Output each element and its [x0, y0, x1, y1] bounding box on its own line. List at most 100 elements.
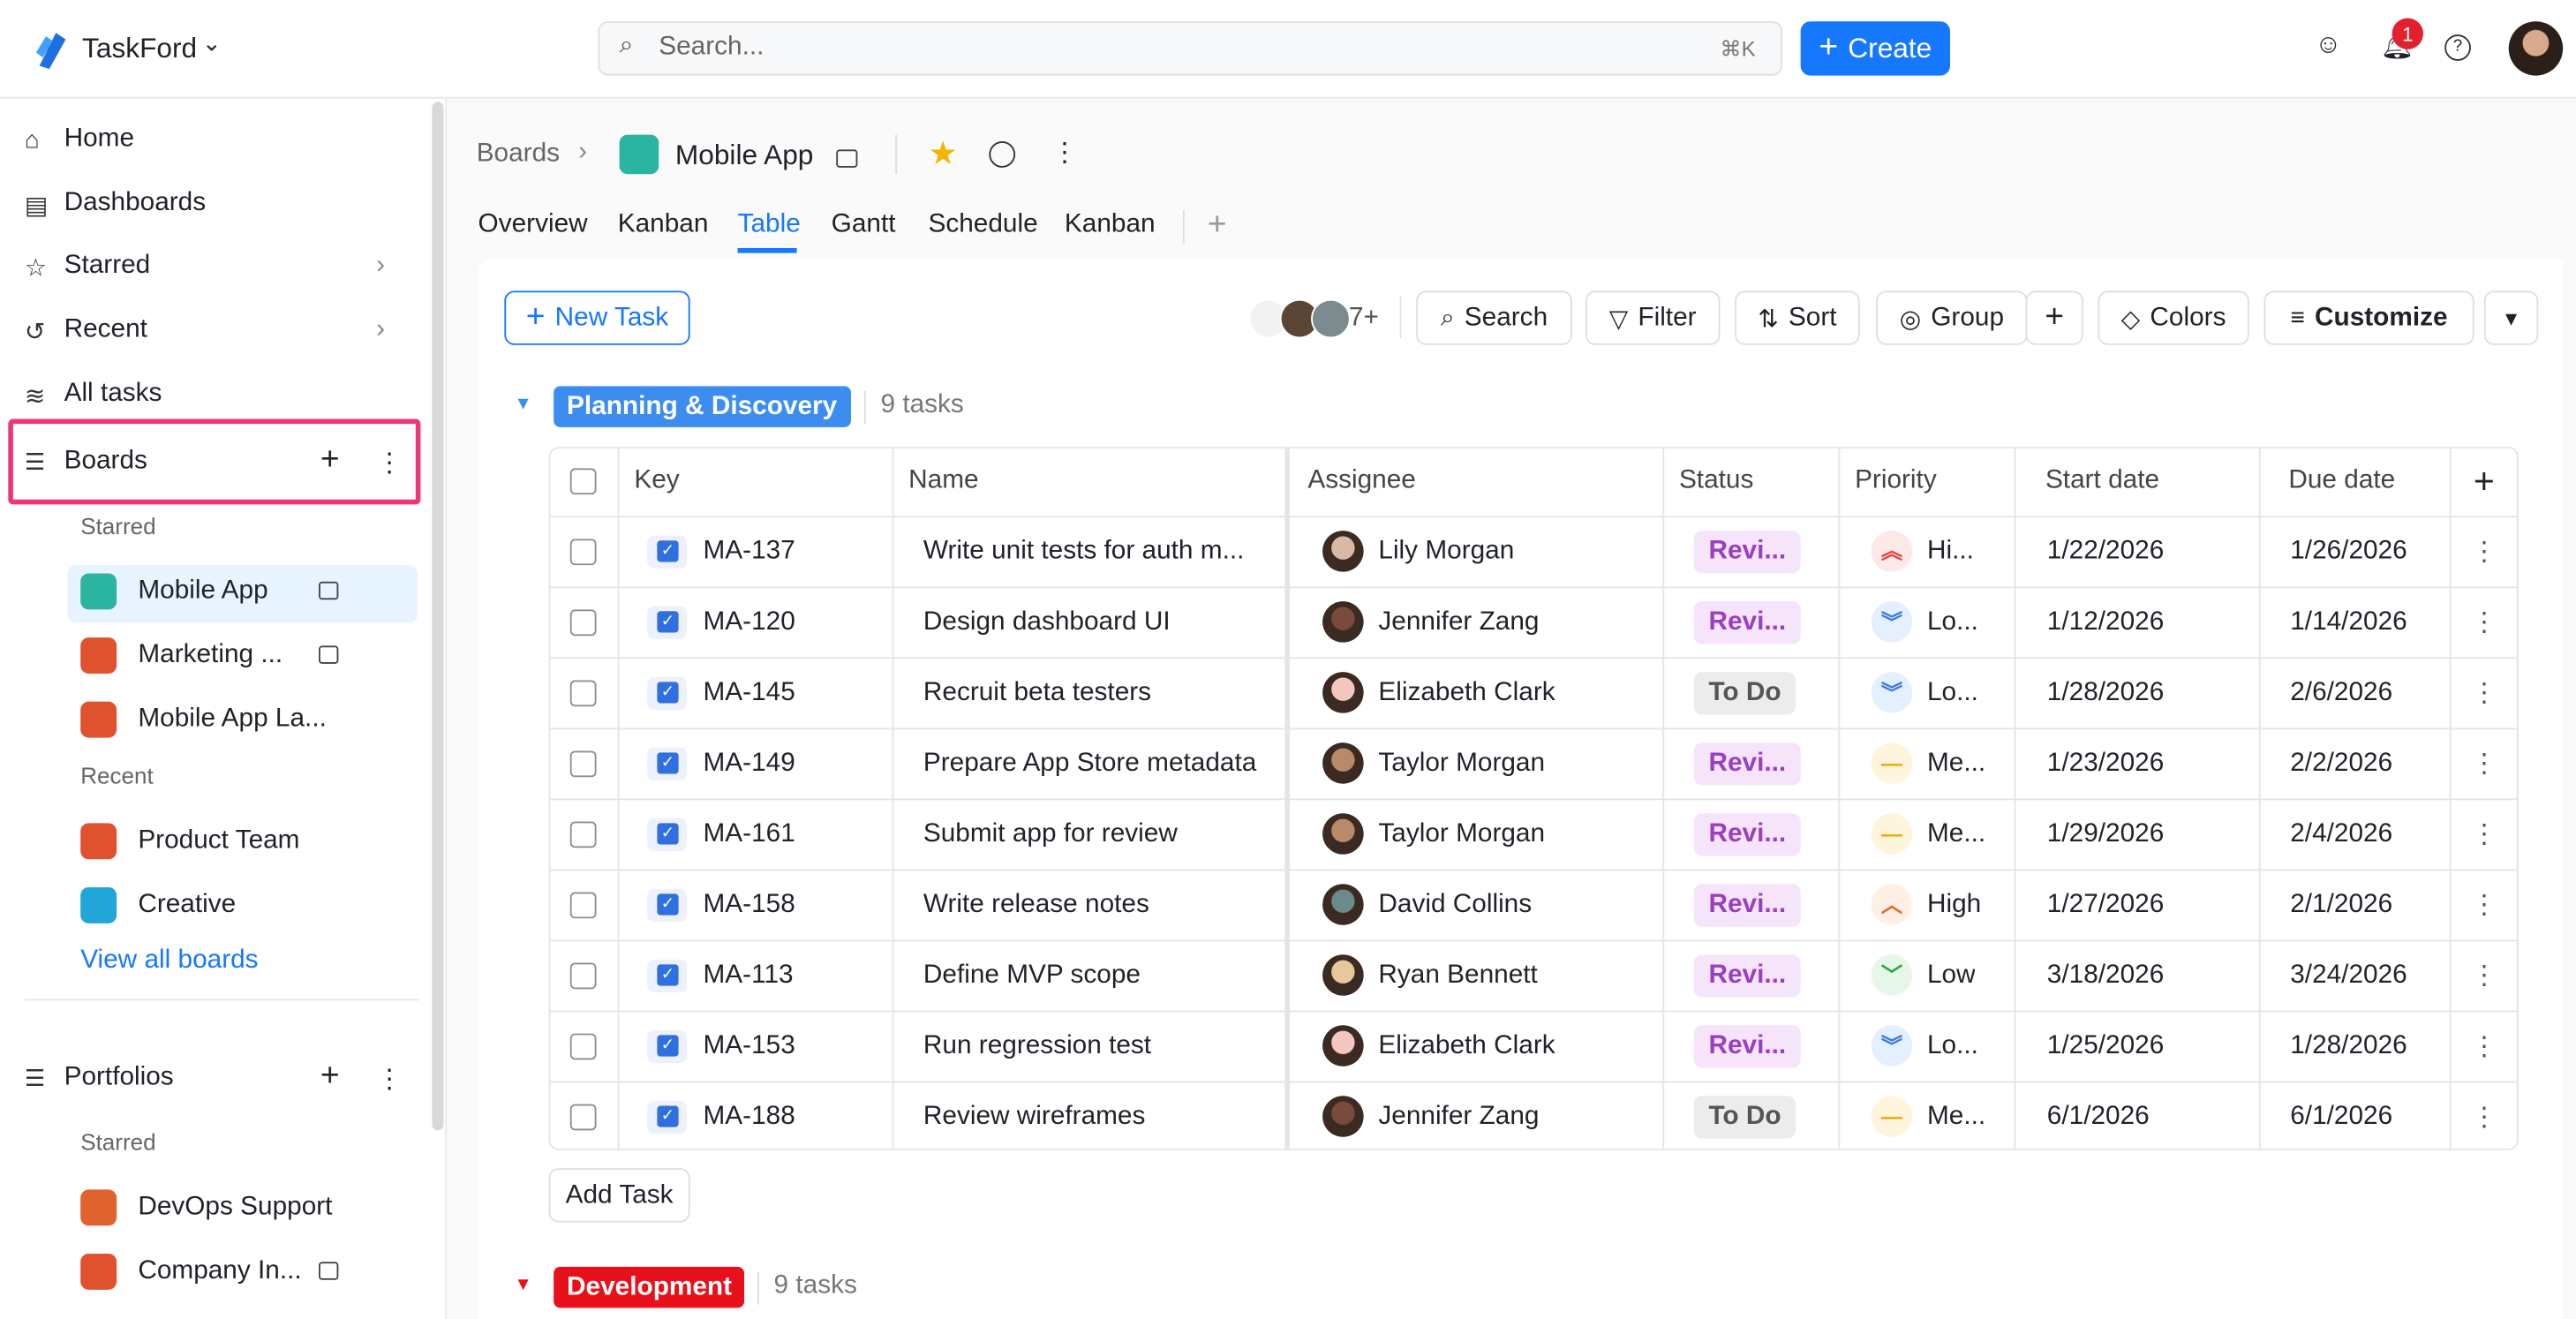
assignee[interactable]: Jennifer Zang — [1378, 607, 1540, 636]
status[interactable]: Revi... — [1693, 531, 1801, 574]
checkbox[interactable] — [569, 891, 597, 918]
column-header[interactable]: Start date — [2045, 466, 2160, 495]
start-date[interactable]: 6/1/2026 — [2046, 1101, 2150, 1130]
star-icon[interactable]: ★ — [928, 136, 958, 173]
checkbox[interactable] — [569, 1032, 597, 1059]
priority[interactable]: Lo... — [1926, 1030, 1978, 1059]
key[interactable]: MA-113 — [703, 960, 794, 989]
members-more[interactable]: 7+ — [1348, 304, 1379, 332]
group-toggle[interactable]: ▼ — [514, 394, 532, 414]
row-menu[interactable]: ⋮ — [2470, 538, 2497, 567]
priority[interactable]: Hi... — [1926, 536, 1974, 565]
more-icon[interactable]: ⋮ — [1051, 139, 1078, 168]
column-header[interactable]: Key — [634, 466, 680, 495]
toolbar-button[interactable]: ◇ Colors — [2098, 290, 2249, 345]
checkbox[interactable] — [569, 1103, 597, 1130]
assignee[interactable]: Ryan Bennett — [1378, 960, 1538, 989]
checkbox[interactable] — [569, 538, 597, 565]
assignee[interactable]: Taylor Morgan — [1378, 748, 1546, 777]
start-date[interactable]: 1/29/2026 — [2046, 818, 2165, 848]
key[interactable]: MA-149 — [703, 748, 795, 777]
status[interactable]: Revi... — [1693, 1025, 1801, 1068]
invite-icon[interactable]: ☺ — [2315, 31, 2342, 59]
board-item[interactable]: Product Team — [138, 826, 300, 855]
column-header[interactable]: Name — [908, 466, 979, 495]
search-box[interactable] — [598, 21, 1783, 76]
user-avatar[interactable] — [2508, 21, 2564, 76]
key[interactable]: MA-153 — [703, 1030, 795, 1059]
add-task-button[interactable]: Add Task — [548, 1168, 690, 1223]
name[interactable]: Run regression test — [923, 1030, 1152, 1059]
new-task-button[interactable]: + New Task — [504, 290, 690, 345]
start-date[interactable]: 1/27/2026 — [2046, 889, 2165, 918]
row-menu[interactable]: ⋮ — [2470, 961, 2497, 991]
name[interactable]: Prepare App Store metadata — [923, 748, 1257, 777]
start-date[interactable]: 1/22/2026 — [2046, 536, 2165, 565]
view-all[interactable]: View all boards — [80, 946, 259, 975]
watch-icon[interactable] — [989, 141, 1016, 168]
board-item[interactable]: Company In... — [138, 1256, 302, 1285]
due-date[interactable]: 3/24/2026 — [2290, 960, 2407, 989]
nav-item[interactable]: Home — [64, 124, 135, 154]
more-icon[interactable]: ⋮ — [376, 449, 403, 479]
toolbar-button[interactable]: ≡ Customize — [2263, 290, 2474, 345]
add-group-button[interactable]: + — [2025, 290, 2083, 345]
key[interactable]: MA-158 — [703, 889, 795, 918]
assignee[interactable]: Lily Morgan — [1378, 536, 1515, 565]
checkbox[interactable] — [569, 679, 597, 706]
priority[interactable]: Me... — [1926, 748, 1986, 777]
key[interactable]: MA-188 — [703, 1101, 795, 1130]
tab[interactable]: Overview — [478, 210, 588, 238]
chevron[interactable]: ⌄ — [201, 29, 222, 57]
add-icon[interactable]: + — [320, 1058, 340, 1095]
group-toggle[interactable]: ▼ — [514, 1275, 532, 1295]
name[interactable]: Submit app for review — [923, 818, 1178, 848]
dropdown-button[interactable]: ▼ — [2483, 290, 2539, 345]
row-menu[interactable]: ⋮ — [2470, 1103, 2497, 1132]
tab[interactable]: Kanban — [1064, 210, 1156, 238]
status[interactable]: To Do — [1693, 672, 1796, 715]
row-menu[interactable]: ⋮ — [2470, 1032, 2497, 1061]
section-title[interactable]: Boards — [64, 447, 147, 475]
key[interactable]: MA-145 — [703, 677, 795, 706]
start-date[interactable]: 1/23/2026 — [2046, 748, 2165, 777]
checkbox[interactable] — [569, 961, 597, 989]
help-icon[interactable]: ? — [2444, 34, 2471, 61]
name[interactable]: Write release notes — [923, 889, 1149, 918]
due-date[interactable]: 2/6/2026 — [2290, 677, 2393, 706]
due-date[interactable]: 1/14/2026 — [2290, 607, 2407, 636]
name[interactable]: Define MVP scope — [923, 960, 1141, 989]
start-date[interactable]: 1/25/2026 — [2046, 1030, 2165, 1059]
row-menu[interactable]: ⋮ — [2470, 750, 2497, 779]
due-date[interactable]: 1/26/2026 — [2290, 536, 2407, 565]
row-menu[interactable]: ⋮ — [2470, 608, 2497, 637]
priority[interactable]: Me... — [1926, 818, 1986, 848]
key[interactable]: MA-137 — [703, 536, 795, 565]
status[interactable]: Revi... — [1693, 954, 1801, 998]
toolbar-button[interactable]: ⌕ Search — [1416, 290, 1572, 345]
status[interactable]: To Do — [1693, 1096, 1796, 1139]
tab[interactable]: Schedule — [928, 210, 1038, 238]
assignee[interactable]: Taylor Morgan — [1378, 818, 1546, 848]
row-menu[interactable]: ⋮ — [2470, 679, 2497, 708]
board-item[interactable]: Mobile App La... — [138, 705, 327, 734]
column-header[interactable]: Due date — [2288, 466, 2396, 495]
start-date[interactable]: 1/12/2026 — [2046, 607, 2165, 636]
key[interactable]: MA-161 — [703, 818, 795, 848]
board-item[interactable]: Mobile App — [138, 577, 268, 605]
assignee[interactable]: David Collins — [1378, 889, 1533, 918]
more-icon[interactable]: ⋮ — [376, 1066, 403, 1095]
tab[interactable]: Gantt — [831, 210, 896, 238]
assignee[interactable]: Elizabeth Clark — [1378, 677, 1555, 706]
section-title[interactable]: Portfolios — [64, 1063, 174, 1091]
nav-item[interactable]: All tasks — [64, 379, 162, 408]
checkbox[interactable] — [569, 468, 597, 495]
checkbox[interactable] — [569, 608, 597, 636]
start-date[interactable]: 1/28/2026 — [2046, 677, 2165, 706]
board-item[interactable]: Creative — [138, 890, 237, 919]
priority[interactable]: Lo... — [1926, 607, 1978, 636]
toolbar-button[interactable]: ▽ Filter — [1585, 290, 1721, 345]
breadcrumb-root[interactable]: Boards — [476, 139, 561, 168]
checkbox[interactable] — [569, 750, 597, 777]
status[interactable]: Revi... — [1693, 742, 1801, 786]
